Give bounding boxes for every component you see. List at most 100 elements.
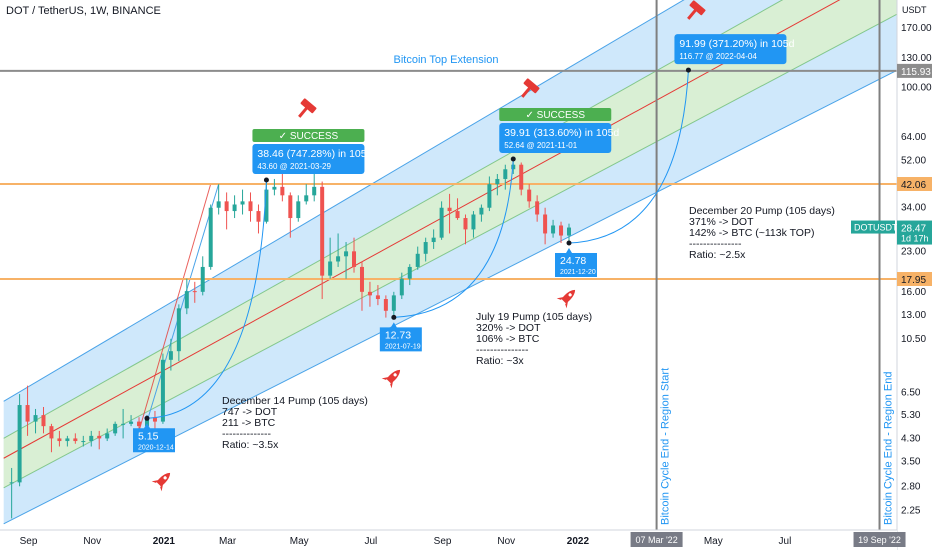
candle[interactable] [471,211,476,238]
candle[interactable] [503,164,508,190]
candle[interactable] [208,204,213,270]
candle[interactable] [129,415,134,427]
candle[interactable] [375,285,380,306]
candle[interactable] [216,184,221,215]
candle[interactable] [479,204,484,222]
candle[interactable] [192,281,197,303]
candle[interactable] [97,430,102,450]
candle[interactable] [495,174,500,196]
candle[interactable] [367,281,372,307]
candle[interactable] [224,192,229,230]
candle-body [359,266,364,292]
price-level-tag-bg [897,177,932,191]
candle[interactable] [551,219,556,238]
candle[interactable] [455,198,460,220]
candle[interactable] [543,207,548,245]
price-tick: 34.00 [901,203,926,214]
candle[interactable] [447,193,452,234]
pump-note-line: December 20 Pump (105 days) [689,205,835,217]
candle-body [391,295,396,311]
price-tick: 52.00 [901,155,926,166]
price-tick: 2.25 [901,506,921,517]
pump-note-line: --------------- [689,238,742,250]
candle[interactable] [567,223,571,244]
candle[interactable] [439,201,444,240]
low-tag-date-0: 2020-12-14 [138,444,174,451]
candle[interactable] [113,421,118,436]
candle[interactable] [304,184,309,205]
pump-target-label-0[interactable]: ✓ SUCCESS 38.46 (747.28%) in 105d 43.60 @ … [252,128,373,174]
candle[interactable] [527,184,532,208]
candle[interactable] [176,304,181,362]
pump-target-box-2 [674,34,787,65]
candle[interactable] [240,189,245,215]
candle[interactable] [272,178,277,196]
candle[interactable] [344,242,349,279]
low-tag-box-2 [555,248,597,278]
candle[interactable] [160,353,165,424]
candle[interactable] [431,229,436,249]
candle[interactable] [9,467,14,519]
candle-body [543,214,548,234]
pump-arc-1 [393,158,514,318]
fan-line-red [138,183,212,432]
candle[interactable] [487,176,492,212]
candle[interactable] [288,192,293,238]
candle[interactable] [41,406,46,434]
pump-target-line2-0: 43.60 @ 2021-03-29 [257,162,331,171]
price-tick: 10.50 [901,334,926,345]
candle[interactable] [359,261,364,311]
candle[interactable] [49,423,54,453]
time-tick: Nov [83,536,101,547]
candle[interactable] [336,233,341,267]
candle[interactable] [256,204,261,234]
horizontal-level-label-0: Bitcoin Top Extension [394,54,499,66]
candle[interactable] [65,435,70,447]
candle[interactable] [105,428,110,442]
candle[interactable] [559,221,564,244]
candle[interactable] [25,385,30,436]
candle[interactable] [463,214,468,245]
candle[interactable] [391,291,396,318]
candle[interactable] [407,264,412,286]
candle-body [559,225,564,236]
candle-body [336,256,341,262]
candle[interactable] [200,256,205,296]
candle-body [17,405,22,483]
candle[interactable] [168,338,173,371]
candle[interactable] [33,408,38,434]
candle[interactable] [17,394,22,487]
pump-target-label-1[interactable]: ✓ SUCCESS 39.91 (313.60%) in 105d 52.64 @ … [499,107,619,153]
candle[interactable] [320,181,325,300]
candle[interactable] [383,295,388,318]
candle[interactable] [232,195,237,219]
candle[interactable] [280,174,285,202]
candle[interactable] [57,430,62,447]
candle[interactable] [184,278,189,315]
candle-body [256,211,261,222]
candle[interactable] [399,272,404,300]
candle[interactable] [535,195,540,222]
pump-target-label-2[interactable]: 91.99 (371.20%) in 105d 116.77 @ 2022-04-… [674,34,795,65]
candle[interactable] [248,192,253,222]
low-tag-1[interactable]: 12.73 2021-07-19 [379,322,422,352]
candle[interactable] [81,435,86,447]
candle[interactable] [519,162,524,196]
candle[interactable] [121,408,126,439]
success-badge-0 [252,128,365,142]
candle-body [105,433,110,439]
candle[interactable] [423,237,428,262]
low-tag-0[interactable]: 5.15 2020-12-14 [133,423,175,453]
candle[interactable] [73,433,78,444]
candle[interactable] [296,195,301,222]
candle[interactable] [415,246,420,270]
pump-target-line2-2: 116.77 @ 2022-04-04 [679,52,757,61]
candle[interactable] [89,430,94,447]
low-tag-2[interactable]: 24.78 2021-12-20 [555,248,597,278]
fan-line-blue [146,183,220,422]
candle-body [352,251,357,267]
candle[interactable] [328,237,333,279]
candle-body [184,291,189,309]
candle[interactable] [352,237,357,273]
